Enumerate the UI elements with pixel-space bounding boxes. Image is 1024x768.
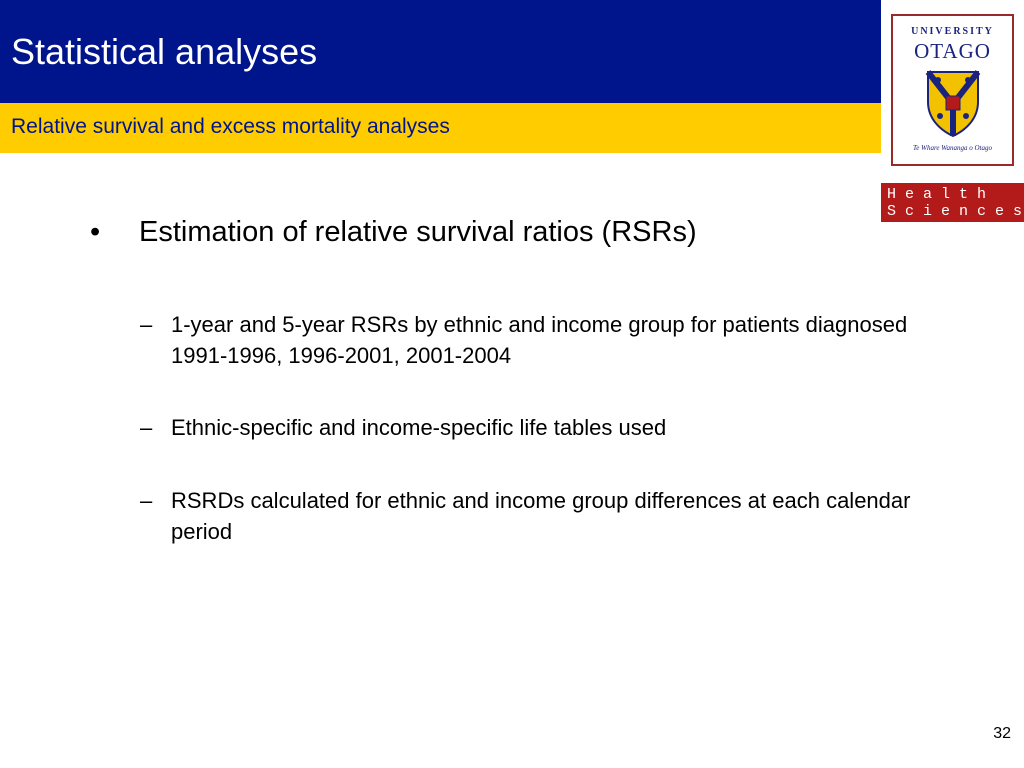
crest-icon: [925, 70, 981, 138]
health-sciences-badge: Health Sciences: [881, 183, 1024, 222]
sub-bullet-marker: –: [140, 312, 153, 337]
title-bar: Statistical analyses: [0, 0, 881, 103]
logo-otago-text: OTAGO: [914, 39, 991, 63]
sciences-text: Sciences: [887, 203, 1024, 220]
subtitle-bar: Relative survival and excess mortality a…: [0, 103, 881, 153]
sub-bullet-marker: –: [140, 488, 153, 513]
health-text: Health: [887, 186, 996, 203]
slide-subtitle: Relative survival and excess mortality a…: [11, 115, 450, 138]
logo-university-text: UNIVERSITY: [911, 26, 994, 37]
logo-motto: Te Whare Wananga o Otago: [913, 144, 992, 152]
sub-bullet-text: 1-year and 5-year RSRs by ethnic and inc…: [171, 312, 908, 368]
sub-bullet-text: RSRDs calculated for ethnic and income g…: [171, 488, 911, 544]
page-number: 32: [993, 725, 1011, 742]
main-bullet-text: Estimation of relative survival ratios (…: [139, 216, 697, 248]
slide-title: Statistical analyses: [11, 31, 318, 72]
logo-frame: UNIVERSITY OTAGO Te Whare Wananga o Otag…: [891, 14, 1014, 166]
sub-bullet-marker: –: [140, 415, 153, 440]
bullet-marker: •: [90, 216, 101, 248]
sub-bullet-text: Ethnic-specific and income-specific life…: [171, 415, 667, 440]
